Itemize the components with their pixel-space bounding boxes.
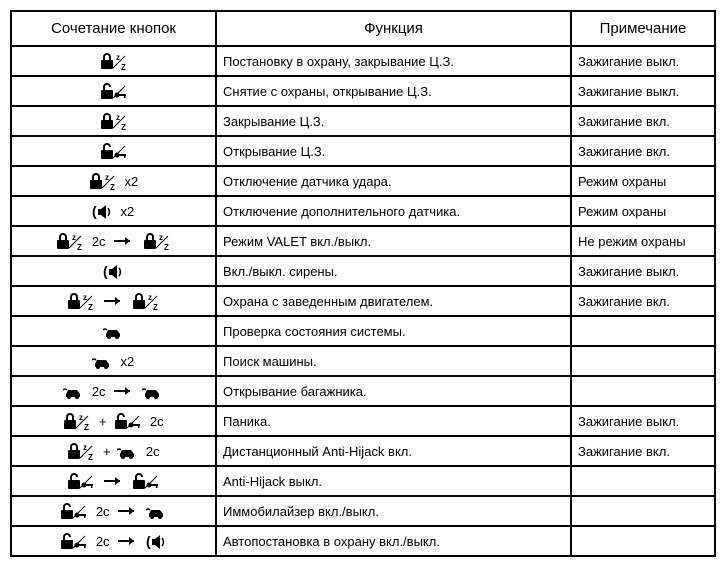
func-cell: Иммобилайзер вкл./выкл.: [216, 496, 571, 526]
x2-label: x2: [120, 354, 134, 369]
car-icon: [92, 351, 114, 371]
siren-icon: [146, 531, 168, 551]
table-row: + 2c Дистанционный Anti-Hijack вкл. Зажи…: [11, 436, 715, 466]
func-cell: Anti-Hijack выкл.: [216, 466, 571, 496]
lock-icon: [66, 291, 96, 311]
func-cell: Отключение датчика удара.: [216, 166, 571, 196]
2c-label: 2c: [92, 384, 106, 399]
header-func: Функция: [216, 11, 571, 46]
table-row: Вкл./выкл. сирены. Зажигание выкл.: [11, 256, 715, 286]
x2-label: x2: [124, 174, 138, 189]
table-row: Anti-Hijack выкл.: [11, 466, 715, 496]
table-row: Закрывание Ц.З. Зажигание вкл.: [11, 106, 715, 136]
note-cell: Зажигание выкл.: [571, 46, 715, 76]
note-cell: [571, 376, 715, 406]
x2-label: x2: [120, 204, 134, 219]
unlock-icon: [131, 471, 161, 491]
note-cell: Не режим охраны: [571, 226, 715, 256]
func-cell: Охрана с заведенным двигателем.: [216, 286, 571, 316]
lock-icon: [99, 111, 129, 131]
unlock-icon: [113, 411, 143, 431]
table-row: Снятие с охраны, открывание Ц.З. Зажиган…: [11, 76, 715, 106]
unlock-icon: [99, 141, 129, 161]
func-cell: Режим VALET вкл./выкл.: [216, 226, 571, 256]
func-cell: Паника.: [216, 406, 571, 436]
func-cell: Открывание багажника.: [216, 376, 571, 406]
table-row: Охрана с заведенным двигателем. Зажигани…: [11, 286, 715, 316]
note-cell: Режим охраны: [571, 196, 715, 226]
plus-label: +: [99, 414, 107, 429]
arrow-icon: [118, 505, 138, 517]
car-icon: [146, 501, 168, 521]
arrow-icon: [104, 295, 124, 307]
header-combo: Сочетание кнопок: [11, 11, 216, 46]
note-cell: Зажигание вкл.: [571, 106, 715, 136]
2c-label: 2c: [96, 504, 110, 519]
table-row: Открывание Ц.З. Зажигание вкл.: [11, 136, 715, 166]
func-cell: Отключение дополнительного датчика.: [216, 196, 571, 226]
table-row: x2 Отключение дополнительного датчика. Р…: [11, 196, 715, 226]
note-cell: [571, 526, 715, 556]
table-row: Проверка состояния системы.: [11, 316, 715, 346]
func-cell: Вкл./выкл. сирены.: [216, 256, 571, 286]
func-cell: Дистанционный Anti-Hijack вкл.: [216, 436, 571, 466]
2c-label: 2c: [146, 444, 160, 459]
note-cell: [571, 346, 715, 376]
func-cell: Закрывание Ц.З.: [216, 106, 571, 136]
table-row: + 2c Паника. Зажигание выкл.: [11, 406, 715, 436]
car-icon: [117, 441, 139, 461]
note-cell: Зажигание выкл.: [571, 256, 715, 286]
siren-icon: [92, 201, 114, 221]
table-row: 2c Автопостановка в охрану вкл./выкл.: [11, 526, 715, 556]
note-cell: [571, 496, 715, 526]
func-cell: Постановку в охрану, закрывание Ц.З.: [216, 46, 571, 76]
note-cell: [571, 316, 715, 346]
header-row: Сочетание кнопок Функция Примечание: [11, 11, 715, 46]
func-cell: Открывание Ц.З.: [216, 136, 571, 166]
siren-icon: [103, 261, 125, 281]
note-cell: Зажигание выкл.: [571, 76, 715, 106]
table-row: x2 Поиск машины.: [11, 346, 715, 376]
lock-icon: [99, 51, 129, 71]
arrow-icon: [118, 535, 138, 547]
note-cell: Зажигание вкл.: [571, 436, 715, 466]
func-cell: Поиск машины.: [216, 346, 571, 376]
note-cell: Режим охраны: [571, 166, 715, 196]
2c-label: 2c: [96, 534, 110, 549]
note-cell: Зажигание вкл.: [571, 286, 715, 316]
unlock-icon: [59, 501, 89, 521]
note-cell: Зажигание вкл.: [571, 136, 715, 166]
lock-icon: [88, 171, 118, 191]
func-cell: Проверка состояния системы.: [216, 316, 571, 346]
func-cell: Снятие с охраны, открывание Ц.З.: [216, 76, 571, 106]
lock-icon: [62, 411, 92, 431]
lock-icon: [142, 231, 172, 251]
2c-label: 2c: [150, 414, 164, 429]
note-cell: [571, 466, 715, 496]
car-icon: [103, 321, 125, 341]
table-row: 2c Открывание багажника.: [11, 376, 715, 406]
lock-icon: [55, 231, 85, 251]
car-icon: [142, 381, 164, 401]
arrow-icon: [104, 475, 124, 487]
table-row: Постановку в охрану, закрывание Ц.З. Заж…: [11, 46, 715, 76]
unlock-icon: [59, 531, 89, 551]
header-note: Примечание: [571, 11, 715, 46]
arrow-icon: [114, 235, 134, 247]
car-icon: [63, 381, 85, 401]
table-row: x2 Отключение датчика удара. Режим охран…: [11, 166, 715, 196]
note-cell: Зажигание выкл.: [571, 406, 715, 436]
func-cell: Автопостановка в охрану вкл./выкл.: [216, 526, 571, 556]
table-row: 2c Режим VALET вкл./выкл. Не режим охран…: [11, 226, 715, 256]
function-table: Сочетание кнопок Функция Примечание Пост…: [10, 10, 716, 557]
unlock-icon: [99, 81, 129, 101]
table-row: 2c Иммобилайзер вкл./выкл.: [11, 496, 715, 526]
plus-label: +: [103, 444, 111, 459]
lock-icon: [131, 291, 161, 311]
arrow-icon: [114, 385, 134, 397]
2c-label: 2c: [92, 234, 106, 249]
lock-icon: [66, 441, 96, 461]
unlock-icon: [66, 471, 96, 491]
